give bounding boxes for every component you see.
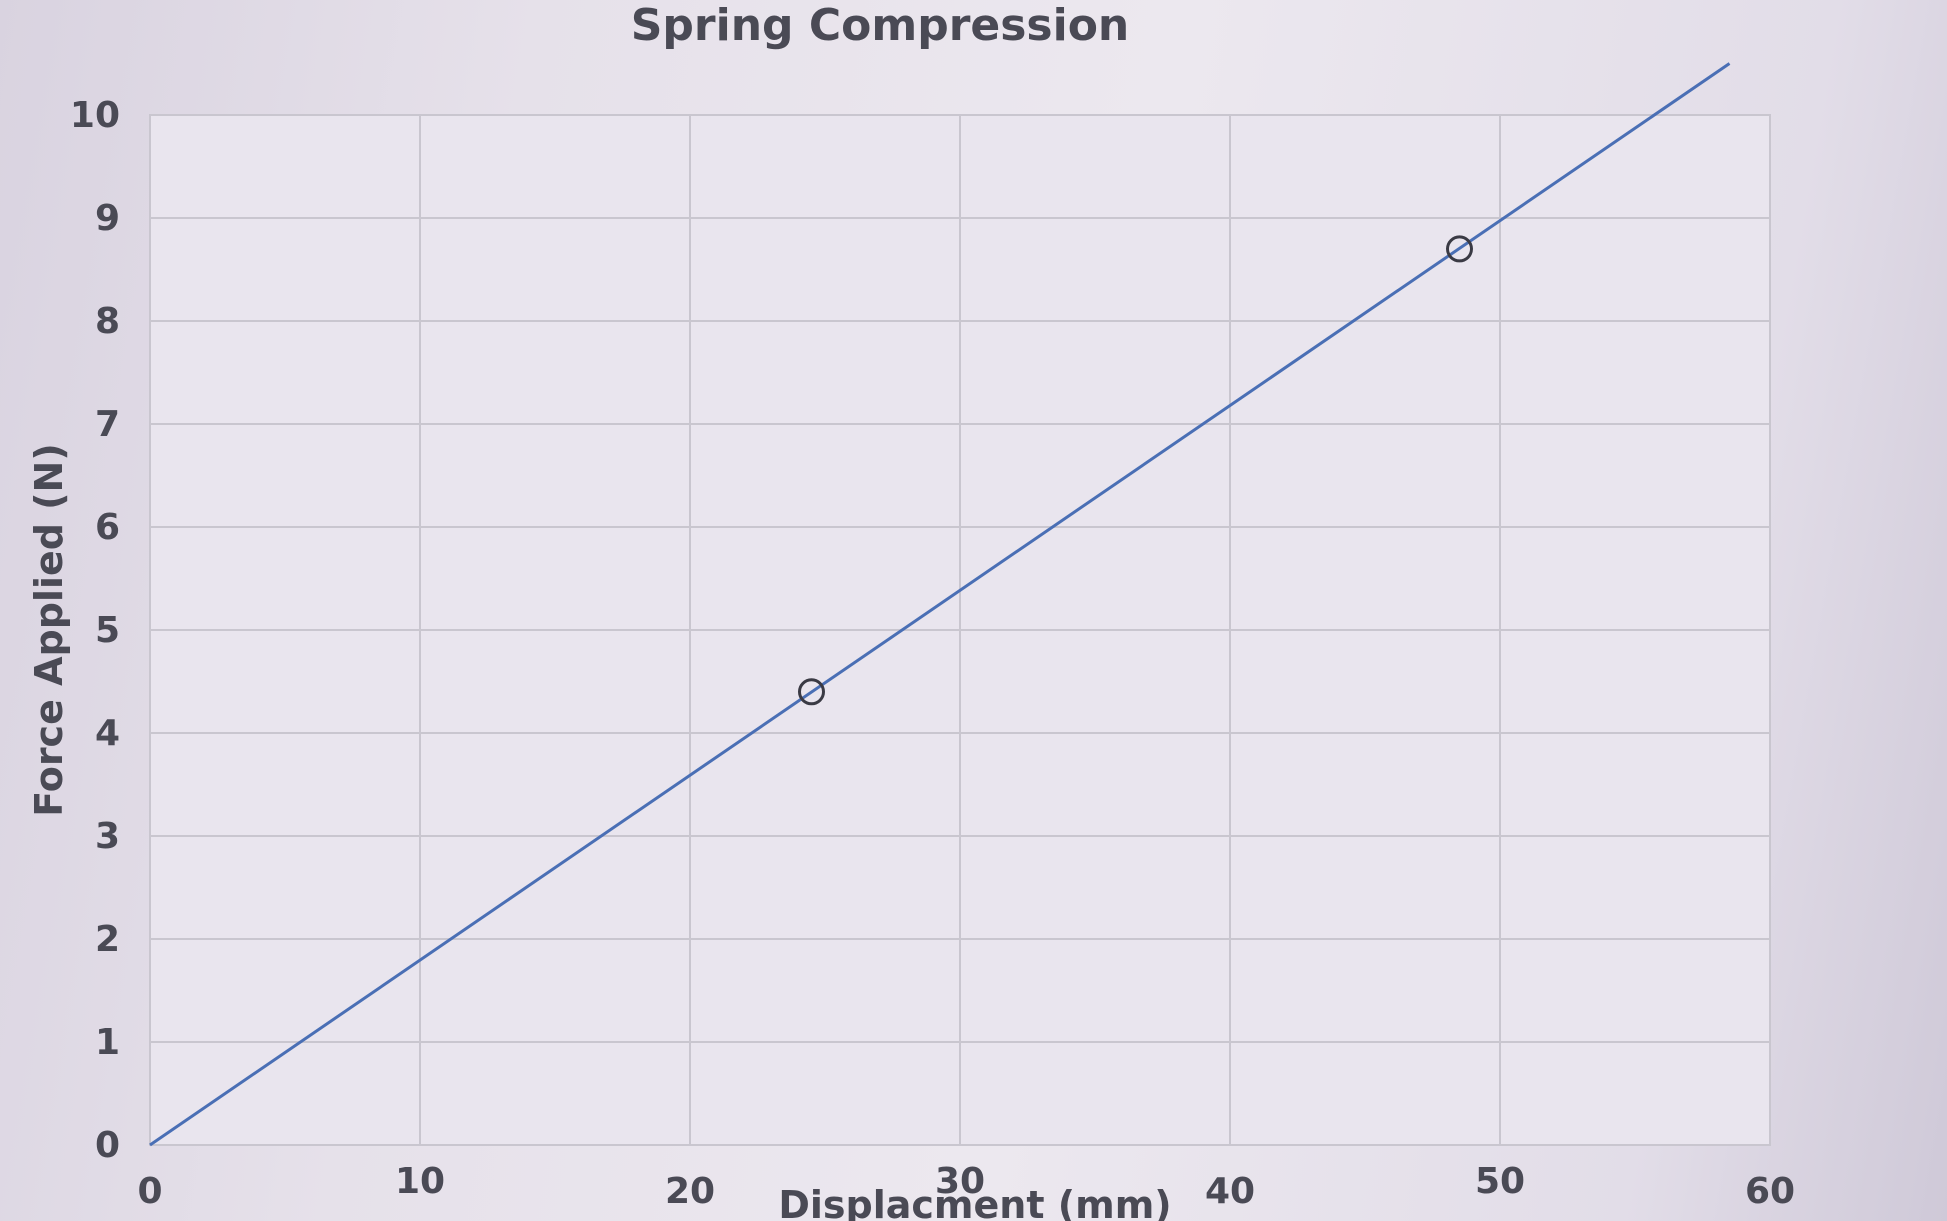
x-tick-label: 10 [395, 1161, 445, 1202]
annotations-group [798, 235, 1473, 706]
series-line [149, 62, 1731, 1147]
x-tick-label: 50 [1475, 1161, 1525, 1202]
y-tick-label: 0 [95, 1125, 120, 1166]
x-axis-ticks: 0 10 20 30 40 50 60 [137, 1161, 1795, 1212]
x-tick-label: 40 [1205, 1171, 1255, 1212]
series-group [149, 62, 1731, 1147]
data-point-circle [1446, 235, 1473, 263]
y-tick-label: 2 [95, 919, 120, 960]
chart-title: Spring Compression [631, 0, 1130, 51]
grid-lines [150, 114, 1771, 1145]
y-tick-label: 4 [95, 713, 120, 754]
y-tick-label: 5 [95, 610, 120, 651]
y-tick-label: 10 [70, 95, 120, 136]
y-tick-label: 8 [95, 301, 120, 342]
x-axis-title: Displacment (mm) [778, 1183, 1171, 1221]
y-tick-label: 9 [95, 198, 120, 239]
y-tick-label: 7 [95, 404, 120, 445]
y-tick-label: 3 [95, 816, 120, 857]
x-tick-label: 0 [137, 1171, 162, 1212]
y-tick-label: 6 [95, 507, 120, 548]
data-point-circle [798, 678, 825, 706]
y-tick-label: 1 [95, 1022, 120, 1063]
x-tick-label: 60 [1745, 1171, 1795, 1212]
y-axis-ticks: 0 1 2 3 4 5 6 7 8 9 10 [70, 95, 120, 1166]
x-tick-label: 20 [665, 1171, 715, 1212]
x-tick-label: 30 [935, 1161, 985, 1202]
y-axis-title: Force Applied (N) [27, 443, 71, 816]
